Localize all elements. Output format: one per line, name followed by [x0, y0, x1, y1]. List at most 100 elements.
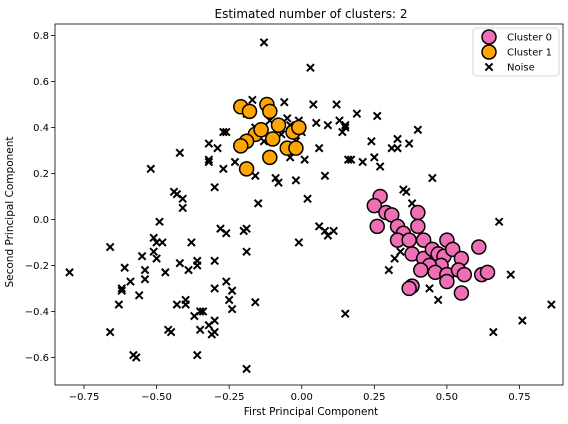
cluster-1-point [241, 103, 258, 120]
x-tick-label: 0.50 [436, 392, 458, 403]
plot-frame [54, 23, 564, 386]
y-axis-label: Second Principal Component [4, 136, 16, 287]
legend: Cluster 0 Cluster 1 Noise [472, 27, 560, 77]
noise-point [372, 111, 382, 121]
noise-point [518, 316, 527, 325]
noise-point [370, 153, 379, 162]
noise-point [192, 350, 202, 360]
noise-point [242, 247, 251, 256]
noise-point [367, 136, 376, 146]
noise-point [340, 309, 350, 319]
y-tick-label: 0.8 [33, 31, 49, 42]
noise-point [227, 304, 237, 314]
x-axis-ticks: −0.75 −0.50 −0.25 0.00 0.25 0.50 0.75 [69, 385, 531, 403]
noise-point [489, 327, 498, 337]
noise-point [175, 258, 185, 268]
noise-point [126, 277, 135, 286]
noise-point [294, 238, 304, 247]
cluster-0-point [410, 218, 426, 235]
x-axis-label: First Principal Component [244, 406, 378, 418]
noise-point [358, 157, 368, 167]
chart-title: Estimated number of clusters: 2 [214, 7, 407, 21]
cluster-0-point [479, 264, 496, 281]
x-tick-label: 0.75 [508, 392, 530, 403]
noise-point [547, 300, 556, 309]
noise-point [425, 284, 434, 293]
noise-point [390, 254, 399, 263]
noise-point [401, 187, 411, 197]
noise-point [204, 155, 214, 164]
noise-point [494, 217, 504, 227]
x-tick-label: −0.50 [141, 392, 172, 403]
noise-point [248, 95, 257, 105]
noise-point [404, 139, 414, 148]
x-tick-label: −0.75 [69, 392, 100, 403]
cluster-0-point [413, 262, 429, 278]
noise-point [65, 268, 74, 277]
y-tick-label: −0.4 [25, 307, 49, 318]
noise-point [320, 171, 330, 181]
y-tick-label: 0.4 [33, 123, 49, 134]
noise-point [175, 148, 185, 158]
noise-point [166, 327, 176, 337]
noise-point [105, 327, 115, 337]
x-tick-label: 0.00 [291, 392, 313, 403]
noise-point [204, 157, 214, 167]
noise-point [120, 263, 129, 273]
noise-point [172, 300, 182, 309]
noise-point [352, 109, 362, 118]
noise-point [152, 254, 161, 263]
noise-point [158, 238, 167, 247]
noise-point [210, 256, 219, 266]
noise-point [332, 100, 341, 109]
noise-point [329, 226, 338, 236]
cluster-0-point [410, 204, 426, 221]
noise-point [117, 284, 127, 293]
cluster-0-point [453, 285, 470, 301]
y-axis-ticks: −0.6 −0.4 −0.2 0.0 0.2 0.4 0.6 0.8 [25, 31, 55, 364]
noise-point [155, 217, 164, 227]
noise-point [303, 194, 312, 204]
noise-point [250, 297, 260, 307]
noise-point [117, 286, 127, 296]
noise-point [393, 143, 402, 153]
cluster-0-point [401, 280, 417, 297]
noise-point [413, 125, 423, 135]
y-tick-label: −0.2 [25, 261, 49, 272]
cluster-1-point [264, 131, 281, 147]
noise-point [230, 157, 240, 167]
cluster-1-point [262, 149, 278, 166]
noise-point [393, 134, 402, 144]
noise-point [384, 265, 394, 275]
noise-point [346, 155, 356, 164]
noise-point [253, 199, 263, 208]
cluster-1-point [238, 161, 255, 177]
noise-point [323, 120, 333, 130]
noise-point [242, 364, 251, 374]
x-tick-label: 0.25 [363, 392, 385, 403]
noise-point [204, 139, 214, 148]
noise-point [114, 300, 124, 309]
cluster-0-point [456, 266, 473, 283]
y-tick-label: −0.6 [25, 353, 49, 364]
y-tick-label: 0.6 [33, 77, 49, 88]
noise-point [309, 100, 318, 109]
noise-point [242, 224, 251, 233]
noise-point [210, 284, 219, 293]
x-tick-label: −0.25 [214, 392, 245, 403]
noise-point [140, 265, 150, 275]
noise-point [219, 127, 228, 137]
noise-point [219, 164, 228, 174]
noise-point [161, 268, 170, 277]
plot-area [65, 38, 556, 374]
noise-point [340, 123, 350, 132]
cluster-1-point [262, 103, 278, 120]
cluster-0-point [401, 232, 417, 248]
noise-point [224, 295, 234, 305]
noise-point [195, 307, 205, 316]
cluster-0-point [439, 273, 455, 290]
noise-point [396, 247, 405, 256]
legend-label-noise: Noise [507, 63, 535, 74]
noise-point [433, 295, 443, 305]
